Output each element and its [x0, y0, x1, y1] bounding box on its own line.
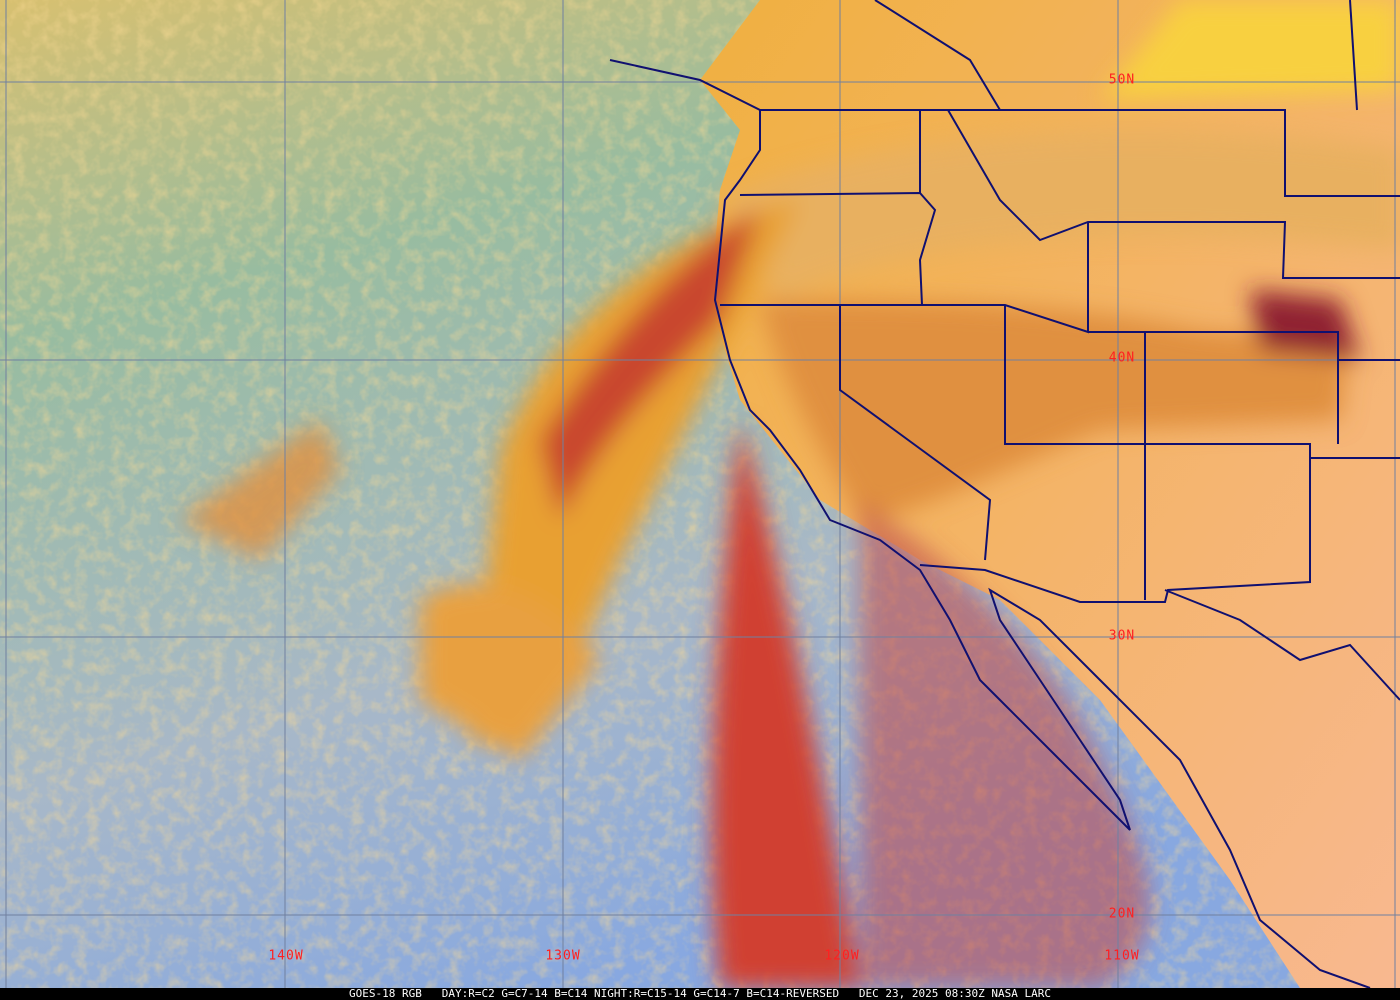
lat-label-50n: 50N: [1108, 72, 1136, 88]
coastlines-and-borders: [609, 0, 1400, 988]
cloud-systems: [180, 0, 1400, 988]
lon-label-120w: 120W: [824, 948, 860, 964]
image-caption: GOES-18 RGB DAY:R=C2 G=C7-14 B=C14 NIGHT…: [0, 988, 1400, 1000]
lat-label-20n: 20N: [1108, 906, 1136, 922]
lon-label-140w: 140W: [268, 948, 304, 964]
lon-label-130w: 130W: [545, 948, 581, 964]
lat-label-40n: 40N: [1108, 350, 1136, 366]
lon-label-110w: 110W: [1104, 948, 1140, 964]
lat-label-30n: 30N: [1108, 628, 1136, 644]
